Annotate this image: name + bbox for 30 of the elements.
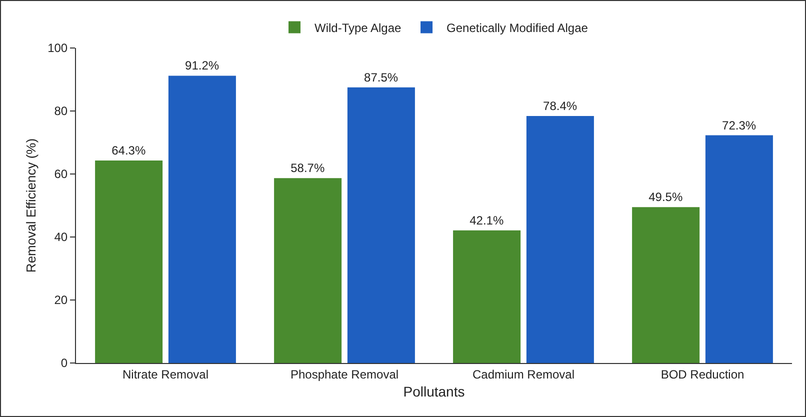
- data-label: 87.5%: [364, 70, 398, 84]
- y-tick-label: 0: [60, 356, 68, 370]
- data-label: 78.4%: [543, 99, 578, 114]
- x-tick-label: Cadmium Removal: [472, 367, 575, 382]
- data-label: 49.5%: [648, 190, 683, 204]
- y-tick-label: 20: [54, 293, 68, 308]
- bar: [95, 160, 163, 363]
- x-axis-title: Pollutants: [403, 384, 465, 400]
- bar: [526, 116, 594, 363]
- y-tick-label: 60: [54, 167, 68, 182]
- bar: [632, 207, 700, 363]
- x-tick-label: Nitrate Removal: [122, 367, 209, 382]
- y-tick-label: 40: [54, 230, 68, 244]
- data-label: 91.2%: [185, 58, 220, 73]
- data-label: 72.3%: [722, 118, 756, 132]
- bar: [168, 76, 236, 363]
- bar: [705, 135, 773, 363]
- legend-label: Genetically Modified Algae: [446, 20, 588, 35]
- y-tick-label: 80: [54, 104, 68, 118]
- legend-label: Wild-Type Algae: [314, 20, 402, 35]
- x-tick-label: BOD Reduction: [660, 367, 744, 382]
- data-label: 64.3%: [112, 143, 146, 158]
- y-axis-title: Removal Efficiency (%): [24, 138, 39, 273]
- bar: [274, 178, 342, 363]
- data-label: 58.7%: [290, 161, 325, 176]
- data-label: 42.1%: [470, 213, 504, 228]
- y-tick-label: 100: [48, 41, 68, 56]
- bar: [453, 230, 521, 363]
- x-tick-label: Phosphate Removal: [290, 367, 399, 382]
- bar: [347, 87, 415, 363]
